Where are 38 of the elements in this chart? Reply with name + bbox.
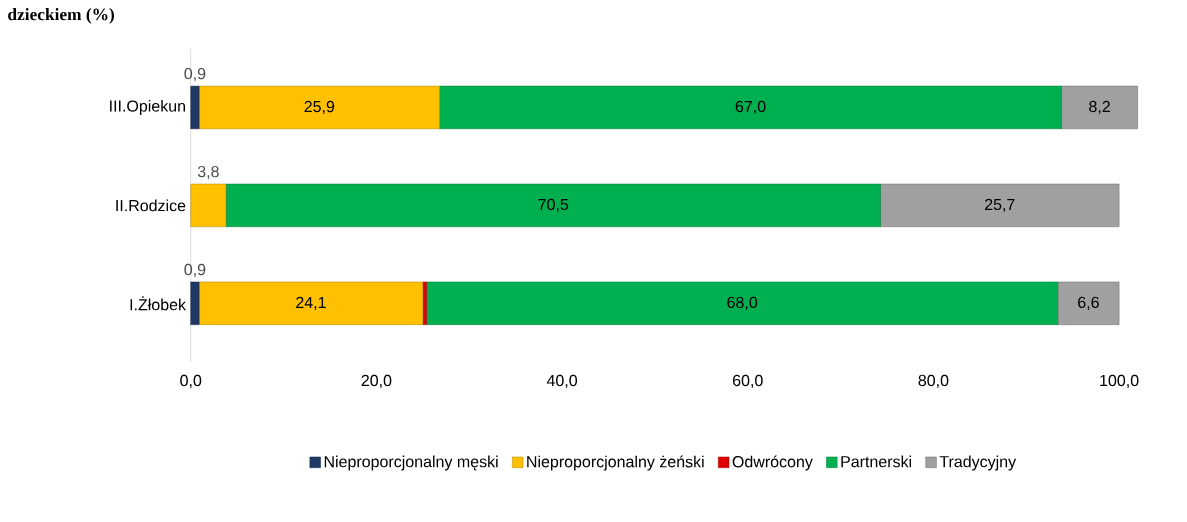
bar xyxy=(426,281,1059,325)
data-label: 68,0 xyxy=(727,296,758,310)
data-label: 70,5 xyxy=(538,198,569,212)
bar xyxy=(190,85,200,129)
data-label: 67,0 xyxy=(735,100,766,114)
x-tick-label: 80,0 xyxy=(918,374,949,388)
bar xyxy=(880,183,1120,227)
chart-title: dzieckiem (%) xyxy=(8,7,115,24)
bar xyxy=(1057,281,1120,325)
data-label: 25,7 xyxy=(985,198,1015,212)
data-label: 25,9 xyxy=(304,100,335,114)
data-label: 8,2 xyxy=(1089,100,1110,114)
x-tick-label: 0,0 xyxy=(180,374,202,388)
x-tick-label: 40,0 xyxy=(546,374,578,388)
y-tick-label: III.Opiekun xyxy=(110,99,185,115)
data-label: 6,6 xyxy=(1078,296,1099,310)
x-tick-label: 60,0 xyxy=(732,374,763,388)
legend-label: Nieproporcjonalny żeński xyxy=(527,455,704,471)
bar xyxy=(422,281,427,325)
bar xyxy=(225,183,881,227)
legend-label: Nieproporcjonalny męski xyxy=(324,455,498,471)
bar xyxy=(190,183,227,227)
data-label: 3,8 xyxy=(197,165,219,180)
bar xyxy=(190,281,200,325)
y-tick-label: II.Rodzice xyxy=(116,199,186,212)
x-tick-label: 20,0 xyxy=(361,374,392,388)
bar xyxy=(1061,85,1138,129)
data-label: 0,9 xyxy=(184,263,206,278)
bar xyxy=(198,85,440,129)
data-label: 0,9 xyxy=(184,67,206,82)
y-tick-label: I.Żłobek xyxy=(130,296,187,311)
legend-label: Tradycyjny xyxy=(939,455,1017,471)
bar xyxy=(439,85,1062,129)
bar xyxy=(198,281,424,325)
x-tick-label: 100,0 xyxy=(1100,374,1139,388)
legend-label: Partnerski xyxy=(841,455,912,468)
legend-label: Odwrócony xyxy=(732,455,813,471)
data-label: 24,1 xyxy=(296,296,326,310)
